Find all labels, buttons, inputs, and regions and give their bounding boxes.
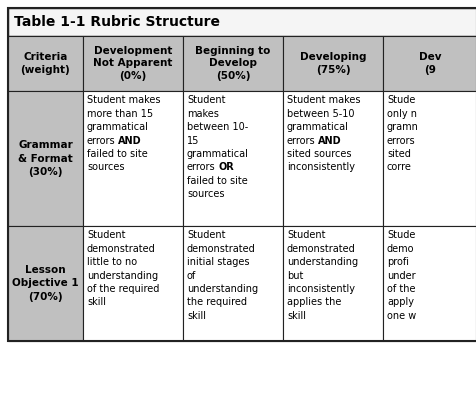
Text: inconsistently: inconsistently [287, 284, 354, 294]
Text: grammatical: grammatical [187, 149, 248, 159]
Text: demonstrated: demonstrated [87, 244, 156, 254]
Text: understanding: understanding [287, 257, 357, 267]
Text: of: of [187, 270, 196, 281]
Bar [382, 226, 476, 341]
Text: Stude: Stude [386, 230, 415, 240]
Text: skill: skill [187, 311, 206, 321]
Text: under: under [386, 270, 415, 281]
Text: Student makes: Student makes [87, 95, 160, 105]
Text: corre: corre [386, 162, 411, 172]
Bar [8, 36, 83, 91]
Text: Stude: Stude [386, 95, 415, 105]
Text: Student: Student [187, 95, 225, 105]
Text: only n: only n [386, 109, 416, 119]
Text: apply: apply [386, 297, 413, 307]
Text: grammatical: grammatical [287, 122, 348, 132]
Bar [83, 91, 183, 226]
Text: Grammar
& Format
(30%): Grammar & Format (30%) [18, 140, 73, 177]
Text: Student: Student [187, 230, 225, 240]
Bar [183, 36, 282, 91]
Text: failed to site: failed to site [187, 176, 247, 186]
Text: 15: 15 [187, 135, 199, 146]
Text: demo: demo [386, 244, 414, 254]
Bar [282, 36, 382, 91]
Text: Developing
(75%): Developing (75%) [299, 52, 366, 75]
Text: skill: skill [87, 297, 106, 307]
Text: failed to site: failed to site [87, 149, 148, 159]
Bar [83, 36, 183, 91]
Text: more than 15: more than 15 [87, 109, 153, 119]
Bar [282, 226, 382, 341]
Text: sited: sited [386, 149, 410, 159]
Text: Table 1-1 Rubric Structure: Table 1-1 Rubric Structure [14, 15, 219, 29]
Text: Dev
(9: Dev (9 [418, 52, 440, 75]
Bar [382, 36, 476, 91]
Text: Student: Student [87, 230, 125, 240]
Bar [183, 226, 282, 341]
Text: between 10-: between 10- [187, 122, 248, 132]
Text: Student: Student [287, 230, 325, 240]
Text: inconsistently: inconsistently [287, 162, 354, 172]
Text: Student makes: Student makes [287, 95, 360, 105]
Text: errors: errors [386, 135, 415, 146]
Text: of the: of the [386, 284, 415, 294]
Text: of the required: of the required [87, 284, 159, 294]
Text: sited sources: sited sources [287, 149, 351, 159]
Bar [183, 91, 282, 226]
Bar [83, 226, 183, 341]
Text: grammatical: grammatical [87, 122, 149, 132]
Bar [382, 91, 476, 226]
Text: errors: errors [287, 135, 315, 146]
Text: Criteria
(weight): Criteria (weight) [20, 52, 70, 75]
Text: between 5-10: between 5-10 [287, 109, 354, 119]
Bar [8, 226, 83, 341]
Text: Lesson
Objective 1
(70%): Lesson Objective 1 (70%) [12, 265, 79, 302]
Text: applies the: applies the [287, 297, 341, 307]
Text: but: but [287, 270, 303, 281]
Bar [282, 91, 382, 226]
Text: demonstrated: demonstrated [287, 244, 355, 254]
Text: one w: one w [386, 311, 416, 321]
Text: sources: sources [87, 162, 124, 172]
Text: demonstrated: demonstrated [187, 244, 255, 254]
Text: errors: errors [187, 162, 215, 172]
Text: Beginning to
Develop
(50%): Beginning to Develop (50%) [195, 46, 270, 81]
Text: understanding: understanding [87, 270, 158, 281]
Text: errors: errors [87, 135, 115, 146]
Text: the required: the required [187, 297, 247, 307]
Bar [8, 8, 476, 341]
Text: skill: skill [287, 311, 306, 321]
Text: little to no: little to no [87, 257, 137, 267]
Bar [8, 8, 476, 36]
Text: understanding: understanding [187, 284, 258, 294]
Text: makes: makes [187, 109, 218, 119]
Text: OR: OR [218, 162, 233, 172]
Text: sources: sources [187, 189, 224, 199]
Text: AND: AND [118, 135, 141, 146]
Bar [8, 91, 83, 226]
Text: initial stages: initial stages [187, 257, 249, 267]
Text: profi: profi [386, 257, 408, 267]
Text: AND: AND [317, 135, 341, 146]
Text: Development
Not Apparent
(0%): Development Not Apparent (0%) [93, 46, 172, 81]
Text: gramn: gramn [386, 122, 418, 132]
